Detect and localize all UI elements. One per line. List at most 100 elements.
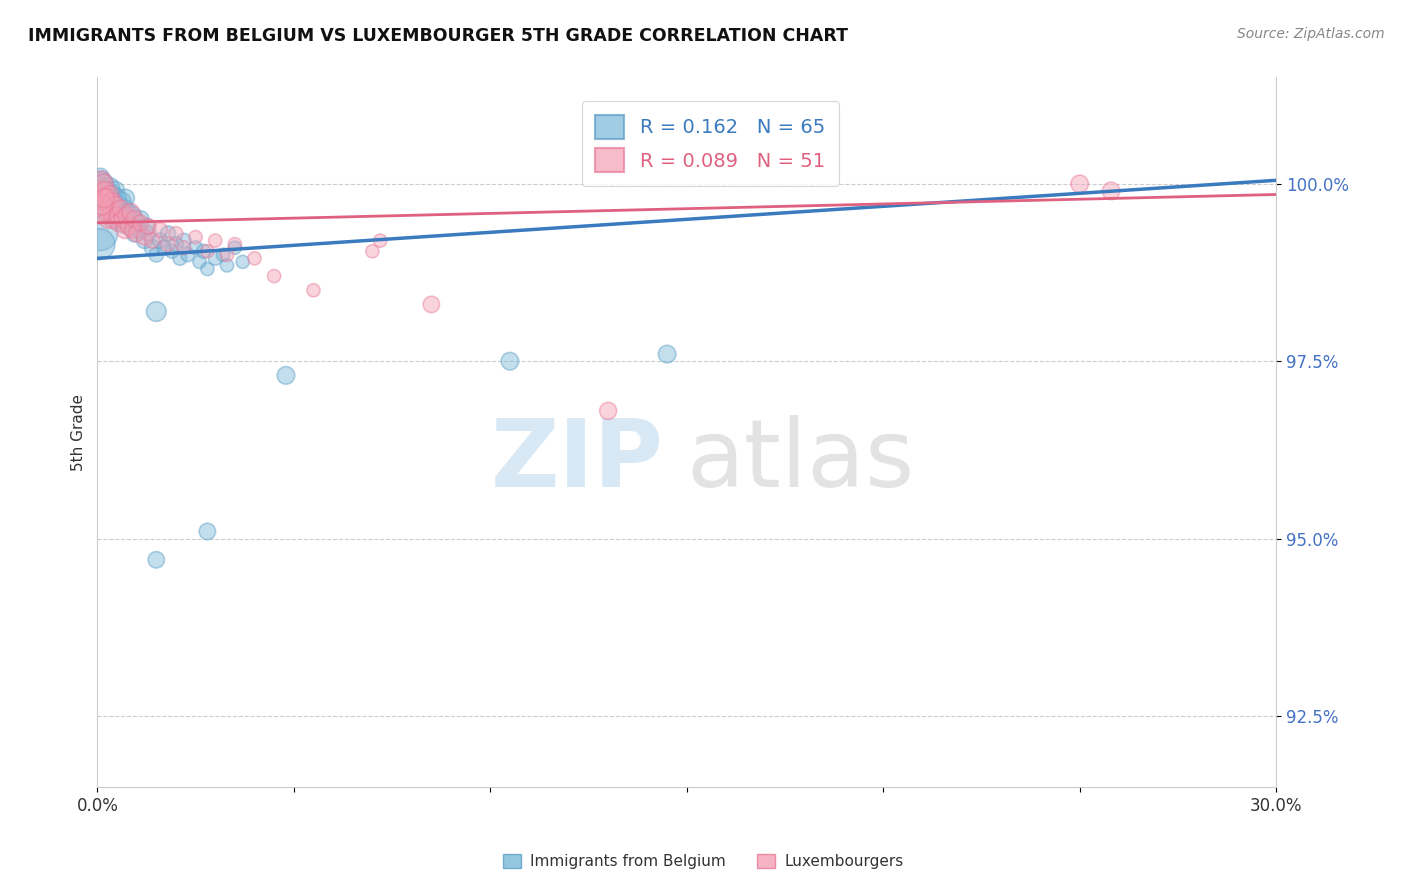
Point [145,304,167,318]
Point [114,202,136,216]
Point [274,368,297,383]
Point [110,209,132,223]
Point [105,209,128,223]
Point [93,177,115,191]
Point [115,209,138,223]
Point [173,241,195,255]
Point [89,169,111,184]
Point [94,205,117,219]
Point [232,255,254,269]
Point [598,404,620,418]
Point [149,234,172,248]
Point [184,241,207,255]
Point [302,283,325,297]
Point [165,237,187,252]
Point [111,216,134,230]
Point [138,227,160,241]
Point [361,244,384,259]
Y-axis label: 5th Grade: 5th Grade [72,393,86,471]
Point [101,212,124,227]
Point [101,194,124,209]
Point [100,198,122,212]
Point [111,212,134,227]
Point [145,248,167,262]
Point [96,184,118,198]
Point [120,205,142,219]
Point [124,212,146,227]
Point [204,234,226,248]
Point [107,212,129,227]
Point [215,248,238,262]
Legend: Immigrants from Belgium, Luxembourgers: Immigrants from Belgium, Luxembourgers [496,848,910,875]
Point [129,212,152,227]
Point [91,198,114,212]
Point [157,237,180,252]
Point [120,219,142,234]
Point [98,180,121,194]
Point [195,262,218,277]
Point [125,227,148,241]
Point [111,194,134,209]
Point [138,219,160,234]
Point [94,187,117,202]
Point [157,227,180,241]
Point [124,227,146,241]
Point [89,184,111,198]
Point [149,223,172,237]
Point [128,223,150,237]
Point [96,191,118,205]
Point [121,223,143,237]
Point [420,297,443,311]
Point [110,202,132,216]
Point [91,177,114,191]
Point [655,347,678,361]
Point [97,205,120,219]
Point [105,202,128,216]
Point [101,187,124,202]
Point [243,252,266,266]
Text: atlas: atlas [686,415,915,507]
Text: ZIP: ZIP [491,415,664,507]
Point [134,234,156,248]
Point [215,259,238,273]
Point [90,184,112,198]
Point [91,191,114,205]
Point [104,184,127,198]
Point [193,244,215,259]
Point [121,209,143,223]
Point [263,268,285,283]
Point [91,198,114,212]
Text: Source: ZipAtlas.com: Source: ZipAtlas.com [1237,27,1385,41]
Point [129,216,152,230]
Point [160,244,183,259]
Point [108,198,131,212]
Point [125,216,148,230]
Point [108,216,131,230]
Point [98,198,121,212]
Point [204,252,226,266]
Point [368,234,391,248]
Point [104,198,127,212]
Point [499,354,522,368]
Point [103,194,125,209]
Point [1099,184,1122,198]
Point [94,194,117,209]
Point [145,553,167,567]
Point [101,205,124,219]
Point [90,173,112,187]
Point [115,212,138,227]
Point [212,248,235,262]
Point [93,191,115,205]
Point [98,187,121,202]
Point [91,180,114,194]
Point [114,223,136,237]
Point [89,227,111,241]
Point [89,237,111,252]
Point [195,244,218,259]
Point [118,219,141,234]
Point [100,205,122,219]
Point [134,230,156,244]
Point [1069,177,1091,191]
Point [153,241,176,255]
Point [177,248,200,262]
